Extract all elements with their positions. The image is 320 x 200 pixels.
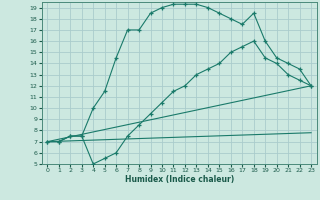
X-axis label: Humidex (Indice chaleur): Humidex (Indice chaleur) [124,175,234,184]
